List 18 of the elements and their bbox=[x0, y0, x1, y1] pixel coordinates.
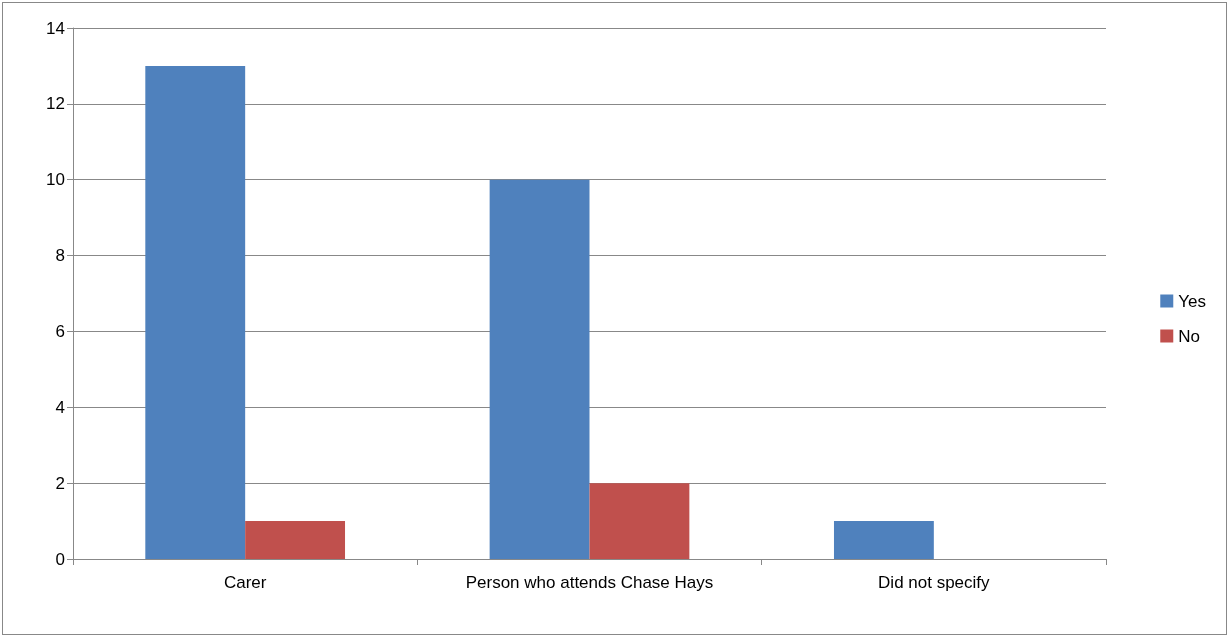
y-tick-label: 2 bbox=[55, 473, 65, 493]
y-tick-label: 10 bbox=[46, 170, 65, 190]
bar bbox=[833, 521, 934, 559]
bar bbox=[245, 521, 346, 559]
x-tick-label: Person who attends Chase Hays bbox=[465, 572, 714, 592]
y-tick-label: 4 bbox=[55, 397, 65, 417]
y-tick-label: 14 bbox=[46, 18, 65, 38]
x-tick-label: Carer bbox=[223, 572, 267, 592]
y-tick-label: 0 bbox=[55, 549, 65, 569]
legend-label: No bbox=[1178, 326, 1200, 346]
x-tick-label: Did not specify bbox=[878, 572, 991, 592]
bar bbox=[589, 483, 690, 559]
y-tick-label: 8 bbox=[55, 246, 65, 266]
y-tick-label: 6 bbox=[55, 321, 65, 341]
bar bbox=[489, 179, 590, 559]
legend-label: Yes bbox=[1178, 291, 1206, 311]
y-tick-label: 12 bbox=[46, 94, 65, 114]
bar bbox=[145, 65, 246, 559]
